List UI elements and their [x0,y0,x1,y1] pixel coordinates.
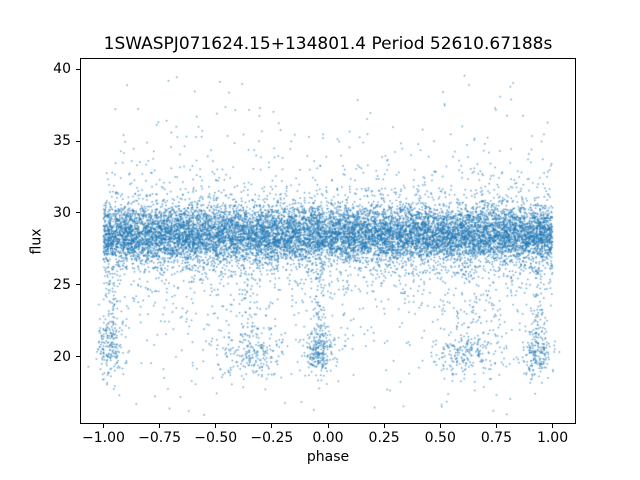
scatter-points-canvas [81,59,575,423]
x-tick-label: 0.00 [312,430,344,446]
x-tick-label: 0.50 [424,430,456,446]
x-tick-mark [439,424,441,428]
x-tick-mark [495,424,497,428]
plot-area [80,58,576,424]
x-tick-mark [215,424,217,428]
x-tick-label: −0.25 [250,430,294,446]
y-tick-label: 20 [53,348,71,365]
y-tick-mark [76,284,80,286]
y-tick-label: 35 [53,133,71,149]
x-tick-label: 0.25 [368,430,400,446]
y-tick-label: 25 [53,276,71,293]
x-tick-mark [159,424,161,428]
x-tick-mark [552,424,554,428]
y-tick-mark [76,68,80,70]
y-tick-mark [76,140,80,142]
y-tick-mark [76,356,80,358]
x-tick-label: −1.00 [82,430,125,446]
y-tick-label: 30 [53,204,71,221]
x-tick-label: 1.00 [536,430,569,446]
y-axis-label: flux [28,228,45,255]
x-tick-label: 0.75 [480,430,512,446]
x-tick-mark [102,424,104,428]
x-axis-label: phase [306,449,350,465]
chart-title: 1SWASPJ071624.15+134801.4 Period 52610.6… [103,34,553,54]
x-tick-mark [271,424,273,428]
x-tick-mark [383,424,385,428]
x-tick-mark [327,424,329,428]
x-tick-label: −0.50 [194,430,238,446]
y-tick-mark [76,212,80,214]
y-tick-label: 40 [53,61,71,78]
x-tick-label: −0.75 [138,430,182,446]
